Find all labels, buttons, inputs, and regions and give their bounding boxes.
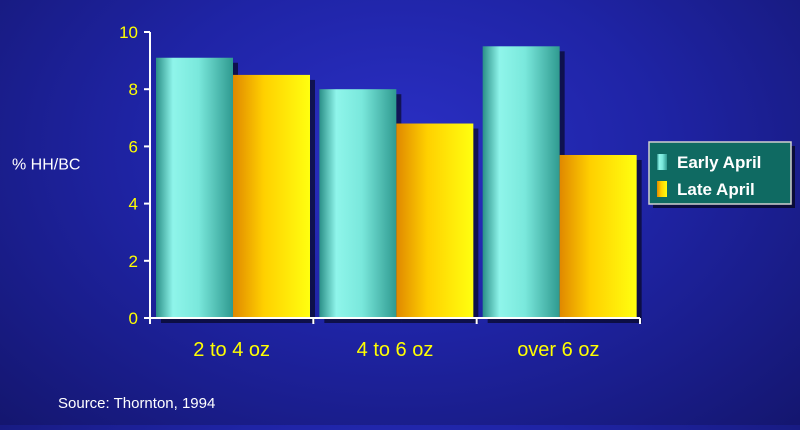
bar-late-april-4-to-6-oz[interactable] (396, 123, 474, 319)
y-tick-label: 2 (129, 252, 138, 271)
bar-early-april-over-6-oz[interactable] (482, 46, 560, 319)
legend-label-late-april: Late April (677, 180, 755, 199)
legend-label-early-april: Early April (677, 153, 761, 172)
x-tick-label: 2 to 4 oz (193, 339, 270, 361)
bar-early-april-2-to-4-oz[interactable] (156, 57, 233, 319)
bar-late-april-over-6-oz[interactable] (559, 154, 637, 318)
x-tick-label: over 6 oz (517, 339, 599, 361)
x-tick-label: 4 to 6 oz (357, 339, 434, 361)
bar-late-april-2-to-4-oz[interactable] (233, 74, 310, 319)
y-tick-label: 6 (129, 137, 138, 156)
y-tick-label: 10 (119, 23, 138, 42)
legend-swatch-late-april (657, 181, 667, 197)
legend-box (648, 141, 792, 205)
y-tick-label: 0 (129, 309, 138, 328)
y-axis-label: % HH/BC (12, 157, 80, 174)
y-tick-label: 4 (129, 195, 138, 214)
legend-swatch-early-april (657, 154, 667, 170)
bar-early-april-4-to-6-oz[interactable] (319, 89, 397, 318)
y-tick-label: 8 (129, 80, 138, 99)
source-note: Source: Thornton, 1994 (58, 395, 216, 412)
